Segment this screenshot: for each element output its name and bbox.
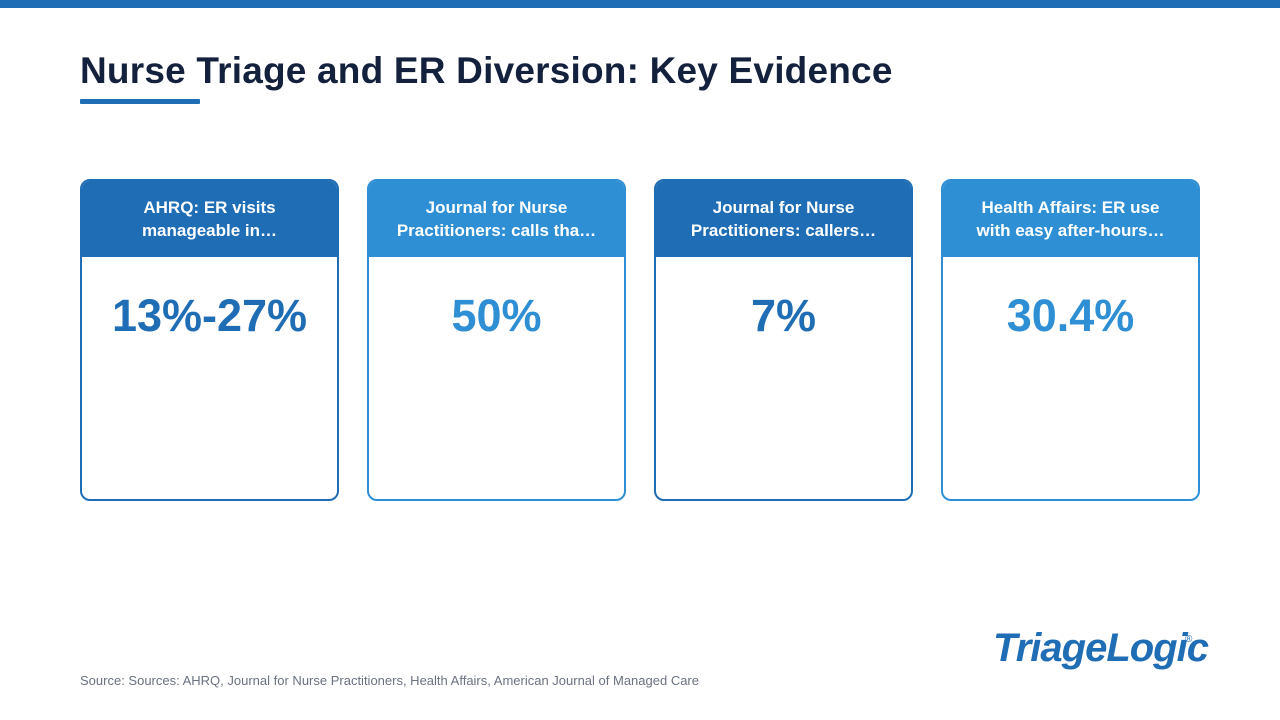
card-stat-value: 50% (451, 290, 542, 341)
card-stat-value: 30.4% (1006, 290, 1135, 341)
card-header: Journal for Nurse Practitioners: calls t… (369, 181, 624, 257)
card-header-text: Journal for Nurse Practitioners: callers… (690, 198, 877, 240)
top-accent-bar (0, 0, 1280, 8)
card-header-text: Health Affairs: ER use with easy after-h… (976, 198, 1165, 240)
card-header: AHRQ: ER visits manageable in… (82, 181, 337, 257)
stat-card-health-affairs: Health Affairs: ER use with easy after-h… (941, 179, 1200, 501)
registered-mark: ® (1185, 634, 1193, 645)
card-stat-value: 13%-27% (111, 290, 308, 341)
source-footnote: Source: Sources: AHRQ, Journal for Nurse… (80, 673, 699, 688)
triagelogic-logo: TriageLogic (993, 626, 1209, 670)
card-header: Health Affairs: ER use with easy after-h… (943, 181, 1198, 257)
slide-title: Nurse Triage and ER Diversion: Key Evide… (80, 50, 893, 91)
card-stat-value: 7% (750, 290, 817, 341)
stat-card-ahrq: AHRQ: ER visits manageable in… 13%-27% (80, 179, 339, 501)
stat-card-jnp-calls: Journal for Nurse Practitioners: calls t… (367, 179, 626, 501)
title-underline (80, 99, 200, 104)
stat-card-jnp-callers: Journal for Nurse Practitioners: callers… (654, 179, 913, 501)
card-header: Journal for Nurse Practitioners: callers… (656, 181, 911, 257)
card-header-text: Journal for Nurse Practitioners: calls t… (396, 198, 597, 240)
card-header-text: AHRQ: ER visits manageable in… (141, 198, 278, 240)
